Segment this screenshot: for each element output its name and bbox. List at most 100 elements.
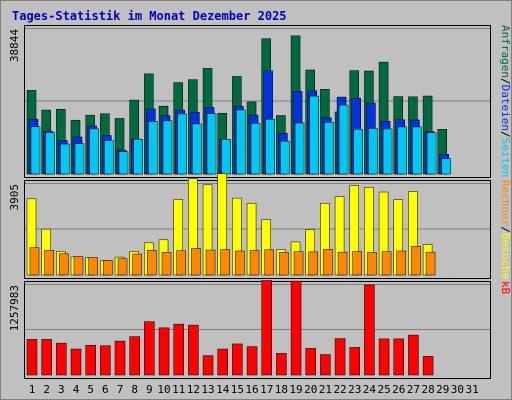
series-legend-label: Rechner/Besuche xyxy=(499,180,512,279)
bar-seiten-day-25 xyxy=(382,128,393,175)
x-tick-label-4: 4 xyxy=(73,383,80,396)
bar-seiten-day-28 xyxy=(426,132,437,175)
legend-separator: / xyxy=(499,131,512,138)
x-tick-label-16: 16 xyxy=(245,383,258,396)
legend-anfragen: Anfragen xyxy=(499,25,512,78)
x-tick-label-5: 5 xyxy=(87,383,94,396)
y-max-label: 38844 xyxy=(8,29,21,62)
bar-kb-day-18 xyxy=(276,353,287,376)
bar-seiten-day-6 xyxy=(104,140,114,175)
bar-seiten-day-27 xyxy=(412,126,422,175)
x-tick-label-22: 22 xyxy=(333,383,346,396)
x-tick-label-21: 21 xyxy=(319,383,332,396)
x-tick-label-11: 11 xyxy=(172,383,185,396)
x-tick-label-20: 20 xyxy=(304,383,317,396)
bar-rechner-day-22 xyxy=(337,251,348,276)
bar-kb-day-28 xyxy=(422,356,434,376)
legend-separator: / xyxy=(499,78,512,85)
bar-seiten-day-21 xyxy=(324,122,334,175)
legend-kb: kB xyxy=(499,281,512,295)
bar-rechner-day-7 xyxy=(117,258,128,276)
x-tick-label-15: 15 xyxy=(231,383,244,396)
bar-seiten-day-20 xyxy=(309,95,319,175)
bar-rechner-day-4 xyxy=(73,256,84,276)
bar-rechner-day-21 xyxy=(323,249,333,276)
bar-kb-day-25 xyxy=(378,338,390,376)
bar-rechner-day-14 xyxy=(220,249,230,276)
chart-title: Tages-Statistik im Monat Dezember 2025 xyxy=(12,9,287,23)
x-tick-label-12: 12 xyxy=(187,383,200,396)
x-tick-label-17: 17 xyxy=(260,383,273,396)
x-tick-label-3: 3 xyxy=(58,383,65,396)
x-tick-label-8: 8 xyxy=(131,383,138,396)
bar-seiten-day-26 xyxy=(397,126,407,175)
legend-seiten: Seiten xyxy=(499,138,512,178)
panel-2: 3905 Rechner/Besuche xyxy=(8,173,512,279)
bar-seiten-day-3 xyxy=(60,143,70,175)
bar-seiten-day-9 xyxy=(148,121,158,175)
bar-rechner-day-15 xyxy=(235,250,245,276)
bar-kb-day-1 xyxy=(26,339,38,376)
bar-kb-day-3 xyxy=(56,342,67,376)
bar-kb-day-6 xyxy=(100,345,111,376)
bar-seiten-day-18 xyxy=(280,140,290,175)
bar-seiten-day-19 xyxy=(294,122,305,175)
panel-3: 1257983 kB xyxy=(8,280,512,379)
bar-kb-day-13 xyxy=(202,355,214,376)
bar-kb-day-14 xyxy=(217,348,228,376)
series-legend-label: kB xyxy=(499,281,512,295)
bar-seiten-day-29 xyxy=(441,158,452,175)
bar-seiten-day-16 xyxy=(250,123,261,175)
bar-kb-day-23 xyxy=(349,347,360,376)
bar-kb-day-20 xyxy=(305,348,316,376)
bar-kb-day-16 xyxy=(246,346,258,376)
bar-kb-day-17 xyxy=(261,280,272,376)
series-legend-label: Anfragen/Dateien/Seiten xyxy=(499,25,512,177)
bar-seiten-day-1 xyxy=(30,126,41,175)
x-tick-label-14: 14 xyxy=(216,383,230,396)
bar-rechner-day-1 xyxy=(29,247,40,276)
bar-kb-day-12 xyxy=(188,324,199,376)
bar-seiten-day-5 xyxy=(89,128,99,175)
bar-rechner-day-20 xyxy=(308,251,318,276)
bar-rechner-day-17 xyxy=(264,249,274,276)
x-tick-label-26: 26 xyxy=(392,383,405,396)
bar-rechner-day-16 xyxy=(249,250,260,276)
bar-rechner-day-6 xyxy=(103,260,113,276)
bar-kb-day-19 xyxy=(290,280,302,376)
bar-seiten-day-22 xyxy=(338,104,349,175)
bar-seiten-day-7 xyxy=(118,151,129,175)
bar-rechner-day-28 xyxy=(425,251,436,276)
bar-kb-day-27 xyxy=(408,334,419,376)
bar-seiten-day-14 xyxy=(221,139,231,175)
x-axis: 1 2 3 4 5 6 7 8 9 10 11 12 13 14 15 16 17 18 19 20 21 22 23 24 2… xyxy=(29,383,479,396)
bar-seiten-day-23 xyxy=(353,129,363,175)
y-max-label: 3905 xyxy=(8,184,21,211)
x-tick-label-28: 28 xyxy=(421,383,434,396)
legend-rechner: Rechner xyxy=(499,180,512,227)
x-tick-label-7: 7 xyxy=(117,383,124,396)
bar-seiten-day-11 xyxy=(177,113,187,175)
legend-besuche: Besuche xyxy=(499,233,512,279)
x-tick-label-23: 23 xyxy=(348,383,361,396)
bar-rechner-day-24 xyxy=(367,252,377,276)
bar-rechner-day-12 xyxy=(191,248,201,276)
bar-rechner-day-19 xyxy=(293,251,304,276)
bar-seiten-day-4 xyxy=(74,143,85,175)
bar-kb-day-9 xyxy=(144,321,155,376)
x-tick-label-2: 2 xyxy=(43,383,50,396)
bar-rechner-day-18 xyxy=(279,252,289,276)
x-tick-label-31: 31 xyxy=(465,383,478,396)
bar-seiten-day-15 xyxy=(236,109,246,175)
bar-seiten-day-2 xyxy=(45,132,55,175)
bar-rechner-day-10 xyxy=(161,252,172,276)
bar-kb-day-11 xyxy=(173,323,184,376)
x-tick-label-27: 27 xyxy=(407,383,420,396)
panel-1: 38844 Anfragen/Dateien/Seiten xyxy=(8,25,512,178)
x-tick-label-10: 10 xyxy=(157,383,170,396)
bar-rechner-day-3 xyxy=(59,253,69,276)
bar-rechner-day-5 xyxy=(88,257,98,276)
